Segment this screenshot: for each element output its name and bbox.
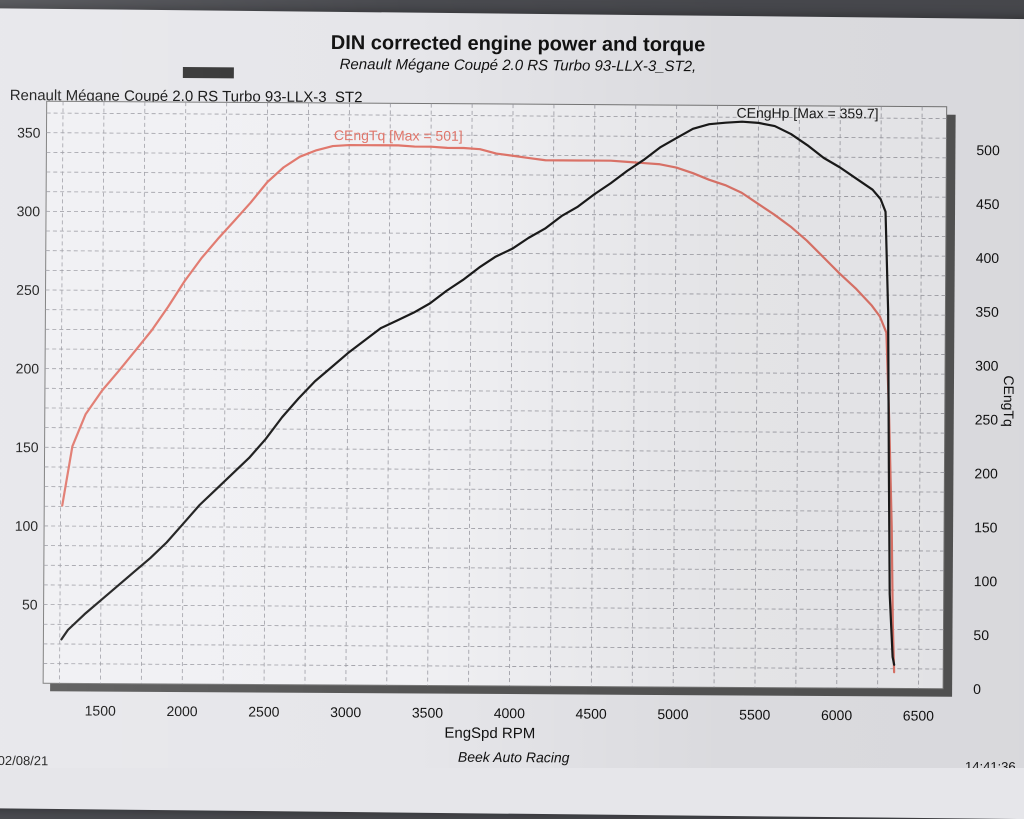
x-tick-label: 1500 bbox=[85, 702, 116, 718]
grid-line-horizontal bbox=[45, 348, 946, 355]
grid-line-horizontal bbox=[43, 564, 944, 572]
grid-line-horizontal bbox=[44, 427, 945, 434]
grid-line-horizontal bbox=[44, 407, 945, 414]
data-curves bbox=[60, 120, 896, 674]
x-tick-label: 5000 bbox=[657, 706, 688, 722]
y-right-tick-label: 0 bbox=[973, 681, 981, 697]
grid-line-vertical bbox=[100, 101, 105, 684]
x-tick-label: 3500 bbox=[412, 704, 443, 720]
power-series-label: CEngHp [Max = 359.7] bbox=[736, 105, 878, 122]
grid-line-horizontal bbox=[45, 309, 946, 316]
grid-line-horizontal bbox=[46, 210, 947, 218]
grid-line-vertical bbox=[427, 103, 432, 686]
grid-line-vertical bbox=[386, 103, 391, 686]
grid-line-vertical bbox=[877, 106, 882, 689]
grid-line-vertical bbox=[468, 103, 473, 686]
x-tick-label: 5500 bbox=[739, 706, 770, 722]
y-right-tick-label: 50 bbox=[973, 627, 989, 643]
right-axis-label: CEngTq bbox=[1001, 375, 1017, 426]
y-left-tick-label: 250 bbox=[16, 282, 40, 298]
grid-line-vertical bbox=[509, 104, 514, 687]
grid-line-horizontal bbox=[43, 643, 944, 650]
grid-line-vertical bbox=[672, 105, 678, 688]
x-axis-label: EngSpd RPM bbox=[444, 725, 535, 743]
print-time: 14:41:36 bbox=[965, 759, 1016, 768]
x-tick-label: 2000 bbox=[166, 703, 197, 719]
x-tick-label: 6500 bbox=[903, 707, 934, 723]
grid-line-vertical bbox=[140, 101, 146, 684]
grid-line-vertical bbox=[550, 104, 555, 687]
grid-line-vertical bbox=[345, 103, 350, 686]
grid-line-vertical bbox=[181, 102, 187, 685]
y-right-tick-label: 100 bbox=[974, 573, 998, 589]
grid-line-horizontal bbox=[44, 486, 945, 493]
dyno-chart: DIN corrected engine power and torque Re… bbox=[0, 32, 1017, 768]
grid-line-horizontal bbox=[46, 171, 947, 178]
y-right-tick-label: 150 bbox=[974, 519, 998, 535]
x-tick-label: 3000 bbox=[330, 704, 361, 720]
grid-line-horizontal bbox=[45, 269, 946, 277]
y-right-tick-label: 400 bbox=[976, 250, 1000, 266]
grid-line-horizontal bbox=[44, 466, 945, 473]
print-date: 02/08/21 bbox=[0, 753, 48, 768]
series-labels: CEngTq [Max = 501] CEngHp [Max = 359.7] bbox=[334, 105, 879, 144]
grid-line-vertical bbox=[713, 105, 718, 688]
grid-line-vertical bbox=[918, 106, 923, 689]
y-right-tick-label: 250 bbox=[975, 411, 999, 427]
footer-company: Beek Auto Racing bbox=[458, 749, 570, 766]
grid-line-vertical bbox=[222, 102, 228, 685]
y-right-tick-label: 200 bbox=[974, 465, 998, 481]
grid-line-horizontal bbox=[44, 446, 945, 454]
grid-line-horizontal bbox=[43, 545, 944, 552]
grid-line-vertical bbox=[590, 104, 596, 687]
curve-cengtq bbox=[61, 143, 896, 674]
grid-line-vertical bbox=[836, 106, 841, 689]
redaction-bar bbox=[182, 67, 234, 79]
y-left-tick-label: 350 bbox=[17, 125, 41, 141]
chart-subtitle: Renault Mégane Coupé 2.0 RS Turbo 93-LLX… bbox=[340, 56, 697, 75]
grid-line-horizontal bbox=[43, 623, 944, 631]
grid-line-vertical bbox=[59, 101, 64, 684]
grid-line-horizontal bbox=[44, 525, 945, 532]
y-left-tick-label: 100 bbox=[15, 518, 39, 534]
y-right-tick-label: 300 bbox=[975, 358, 999, 374]
grid-line-vertical bbox=[304, 102, 309, 685]
grid-line-vertical bbox=[795, 105, 800, 688]
grid-line-horizontal bbox=[45, 230, 946, 237]
y-left-tick-label: 200 bbox=[16, 360, 40, 376]
grid-line-horizontal bbox=[45, 368, 946, 375]
chart-title: DIN corrected engine power and torque bbox=[331, 32, 706, 56]
y-left-tick-label: 50 bbox=[22, 596, 38, 612]
y-left-tick-label: 150 bbox=[15, 439, 39, 455]
y-right-tick-label: 350 bbox=[975, 304, 999, 320]
grid-line-horizontal bbox=[45, 289, 946, 296]
x-tick-label: 4000 bbox=[494, 705, 525, 721]
grid-line-horizontal bbox=[43, 584, 944, 591]
y-right-tick-label: 500 bbox=[976, 142, 1000, 158]
grid-line-horizontal bbox=[44, 505, 945, 513]
axis-ticks: 1500 2000 2500 3000 3500 4000 4500 5000 5500 6000… bbox=[15, 125, 1000, 724]
plot-area bbox=[42, 100, 948, 690]
grid-line-horizontal bbox=[45, 328, 946, 336]
grid-lines bbox=[43, 101, 947, 689]
grid-line-horizontal bbox=[43, 604, 944, 611]
y-left-tick-label: 300 bbox=[17, 203, 41, 219]
torque-series-label: CEngTq [Max = 501] bbox=[334, 127, 463, 144]
x-tick-label: 6000 bbox=[821, 707, 852, 723]
grid-line-vertical bbox=[754, 105, 759, 688]
grid-line-horizontal bbox=[46, 112, 947, 119]
grid-line-horizontal bbox=[46, 191, 947, 198]
x-tick-label: 2500 bbox=[248, 703, 279, 719]
grid-line-vertical bbox=[263, 102, 268, 685]
grid-line-horizontal bbox=[45, 250, 946, 257]
x-tick-label: 4500 bbox=[576, 705, 607, 721]
grid-line-vertical bbox=[631, 104, 637, 687]
grid-line-horizontal bbox=[46, 151, 947, 159]
y-right-tick-label: 450 bbox=[976, 196, 1000, 212]
curve-cenghp bbox=[60, 120, 896, 666]
grid-line-horizontal bbox=[43, 663, 944, 670]
grid-line-horizontal bbox=[44, 387, 945, 395]
